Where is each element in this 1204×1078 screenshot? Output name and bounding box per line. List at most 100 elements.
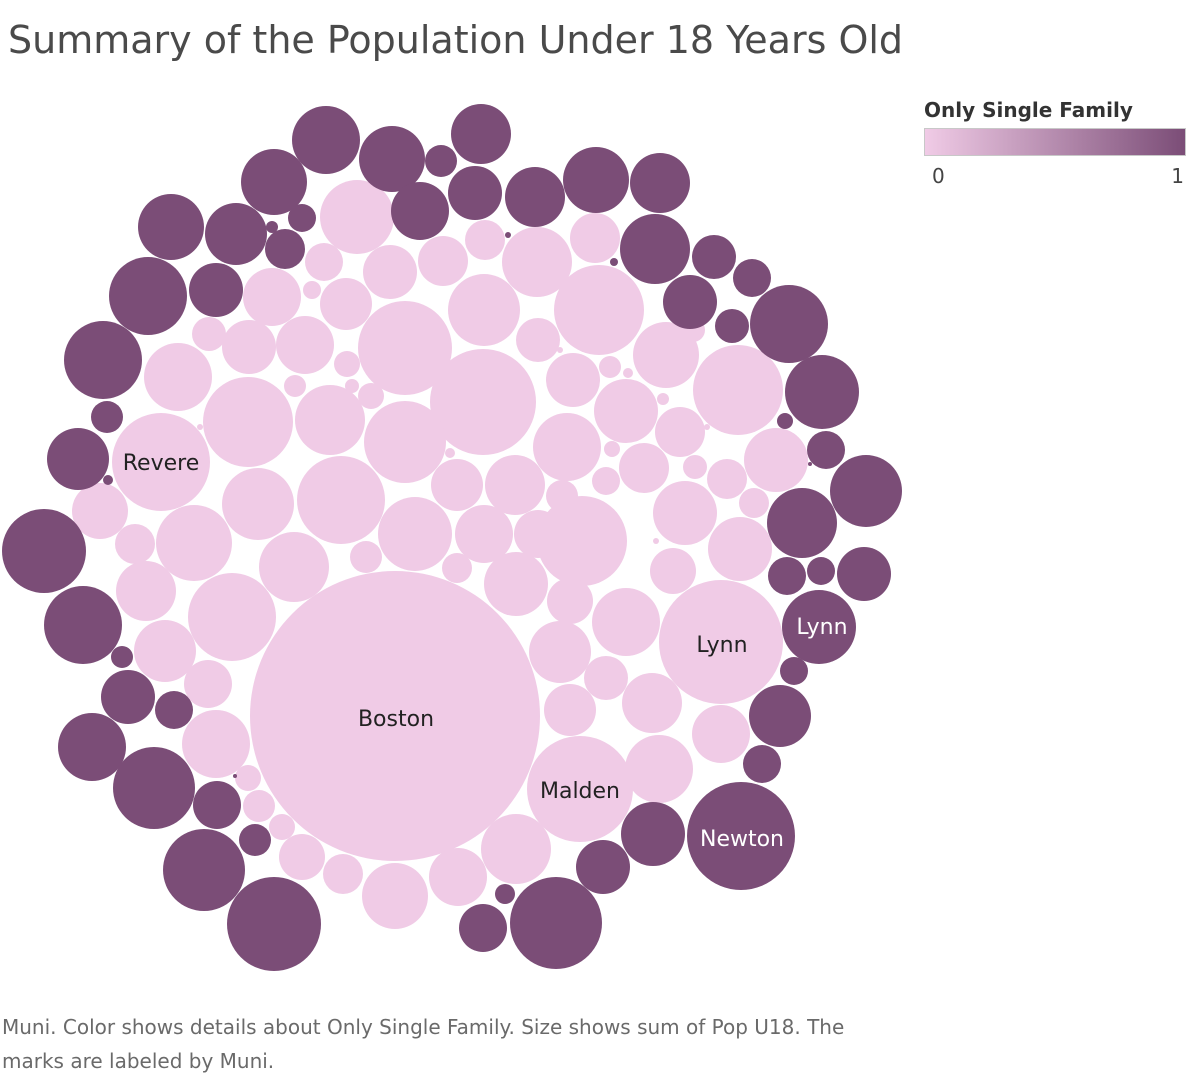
bubble-mark[interactable] (364, 401, 446, 483)
bubble-mark[interactable] (780, 657, 808, 685)
bubble-mark[interactable] (557, 347, 563, 353)
bubble-mark[interactable] (64, 321, 142, 399)
bubble-mark[interactable] (188, 573, 276, 661)
bubble-mark[interactable] (276, 316, 334, 374)
bubble-mark[interactable] (112, 413, 210, 511)
bubble-mark[interactable] (205, 203, 267, 265)
bubble-mark[interactable] (184, 660, 232, 708)
bubble-mark[interactable] (693, 345, 783, 435)
bubble-mark[interactable] (687, 782, 795, 890)
bubble-mark[interactable] (544, 684, 596, 736)
bubble-mark[interactable] (650, 548, 696, 594)
bubble-mark[interactable] (134, 620, 196, 682)
bubble-mark[interactable] (44, 586, 122, 664)
bubble-mark[interactable] (239, 824, 271, 856)
bubble-mark[interactable] (782, 590, 856, 664)
bubble-mark[interactable] (334, 351, 360, 377)
bubble-mark[interactable] (163, 829, 245, 911)
bubble-mark[interactable] (830, 455, 902, 527)
bubble-mark[interactable] (320, 180, 394, 254)
bubble-mark[interactable] (546, 353, 600, 407)
bubble-mark[interactable] (227, 877, 321, 971)
bubble-mark[interactable] (192, 317, 226, 351)
bubble-mark[interactable] (243, 268, 301, 326)
bubble-mark[interactable] (465, 220, 505, 260)
bubble-mark[interactable] (708, 517, 772, 581)
bubble-mark[interactable] (362, 863, 428, 929)
bubble-mark[interactable] (2, 509, 86, 593)
bubble-mark[interactable] (451, 104, 511, 164)
bubble-mark[interactable] (767, 488, 837, 558)
bubble-mark[interactable] (72, 483, 128, 539)
bubble-mark[interactable] (837, 547, 891, 601)
bubble-mark[interactable] (345, 379, 359, 393)
bubble-mark[interactable] (323, 854, 363, 894)
bubble-mark[interactable] (91, 401, 123, 433)
bubble-mark[interactable] (625, 735, 693, 803)
bubble-mark[interactable] (203, 377, 293, 467)
bubble-mark[interactable] (505, 167, 565, 227)
bubble-mark[interactable] (189, 263, 243, 317)
bubble-mark[interactable] (657, 393, 669, 405)
bubble-mark[interactable] (630, 153, 690, 213)
bubble-mark[interactable] (502, 227, 572, 297)
bubble-mark[interactable] (594, 379, 658, 443)
bubble-mark[interactable] (259, 532, 329, 602)
bubble-mark[interactable] (619, 443, 669, 493)
bubble-mark[interactable] (305, 243, 343, 281)
bubble-mark[interactable] (715, 309, 749, 343)
bubble-mark[interactable] (592, 588, 660, 656)
bubble-mark[interactable] (418, 236, 468, 286)
bubble-mark[interactable] (431, 459, 483, 511)
bubble-mark[interactable] (610, 258, 618, 266)
bubble-mark[interactable] (455, 505, 513, 563)
bubble-mark[interactable] (743, 745, 781, 783)
bubble-mark[interactable] (659, 580, 783, 704)
bubble-mark[interactable] (235, 765, 261, 791)
bubble-mark[interactable] (777, 413, 793, 429)
bubble-mark[interactable] (592, 467, 620, 495)
bubble-mark[interactable] (350, 541, 382, 573)
bubble-mark[interactable] (429, 848, 487, 906)
bubble-mark[interactable] (584, 656, 628, 700)
bubble-mark[interactable] (514, 510, 562, 558)
bubble-mark[interactable] (358, 383, 384, 409)
bubble-mark[interactable] (250, 571, 540, 861)
bubble-mark[interactable] (554, 265, 644, 355)
bubble-mark[interactable] (197, 424, 203, 430)
bubble-mark[interactable] (663, 275, 717, 329)
bubble-mark[interactable] (620, 214, 690, 284)
bubble-mark[interactable] (111, 646, 133, 668)
bubble-mark[interactable] (182, 710, 250, 778)
bubble-mark[interactable] (233, 774, 237, 778)
bubble-mark[interactable] (113, 747, 195, 829)
bubble-mark[interactable] (655, 407, 705, 457)
bubble-mark[interactable] (320, 278, 372, 330)
bubble-mark[interactable] (116, 561, 176, 621)
bubble-mark[interactable] (576, 840, 630, 894)
bubble-mark[interactable] (505, 232, 511, 238)
bubble-mark[interactable] (279, 834, 325, 880)
bubble-mark[interactable] (284, 375, 306, 397)
bubble-mark[interactable] (533, 413, 601, 481)
bubble-mark[interactable] (144, 343, 212, 411)
bubble-mark[interactable] (155, 691, 193, 729)
bubble-mark[interactable] (768, 557, 806, 595)
bubble-mark[interactable] (103, 475, 113, 485)
bubble-mark[interactable] (358, 301, 452, 395)
bubble-mark[interactable] (510, 877, 602, 969)
bubble-mark[interactable] (739, 488, 769, 518)
bubble-mark[interactable] (785, 355, 859, 429)
bubble-mark[interactable] (570, 213, 620, 263)
bubble-mark[interactable] (297, 456, 385, 544)
bubble-mark[interactable] (744, 428, 808, 492)
bubble-mark[interactable] (484, 552, 548, 616)
bubble-mark[interactable] (115, 524, 155, 564)
bubble-mark[interactable] (109, 257, 187, 335)
bubble-mark[interactable] (448, 166, 502, 220)
bubble-mark[interactable] (807, 431, 845, 469)
bubble-mark[interactable] (303, 281, 321, 299)
bubble-mark[interactable] (481, 814, 551, 884)
bubble-mark[interactable] (707, 459, 747, 499)
bubble-mark[interactable] (546, 480, 578, 512)
